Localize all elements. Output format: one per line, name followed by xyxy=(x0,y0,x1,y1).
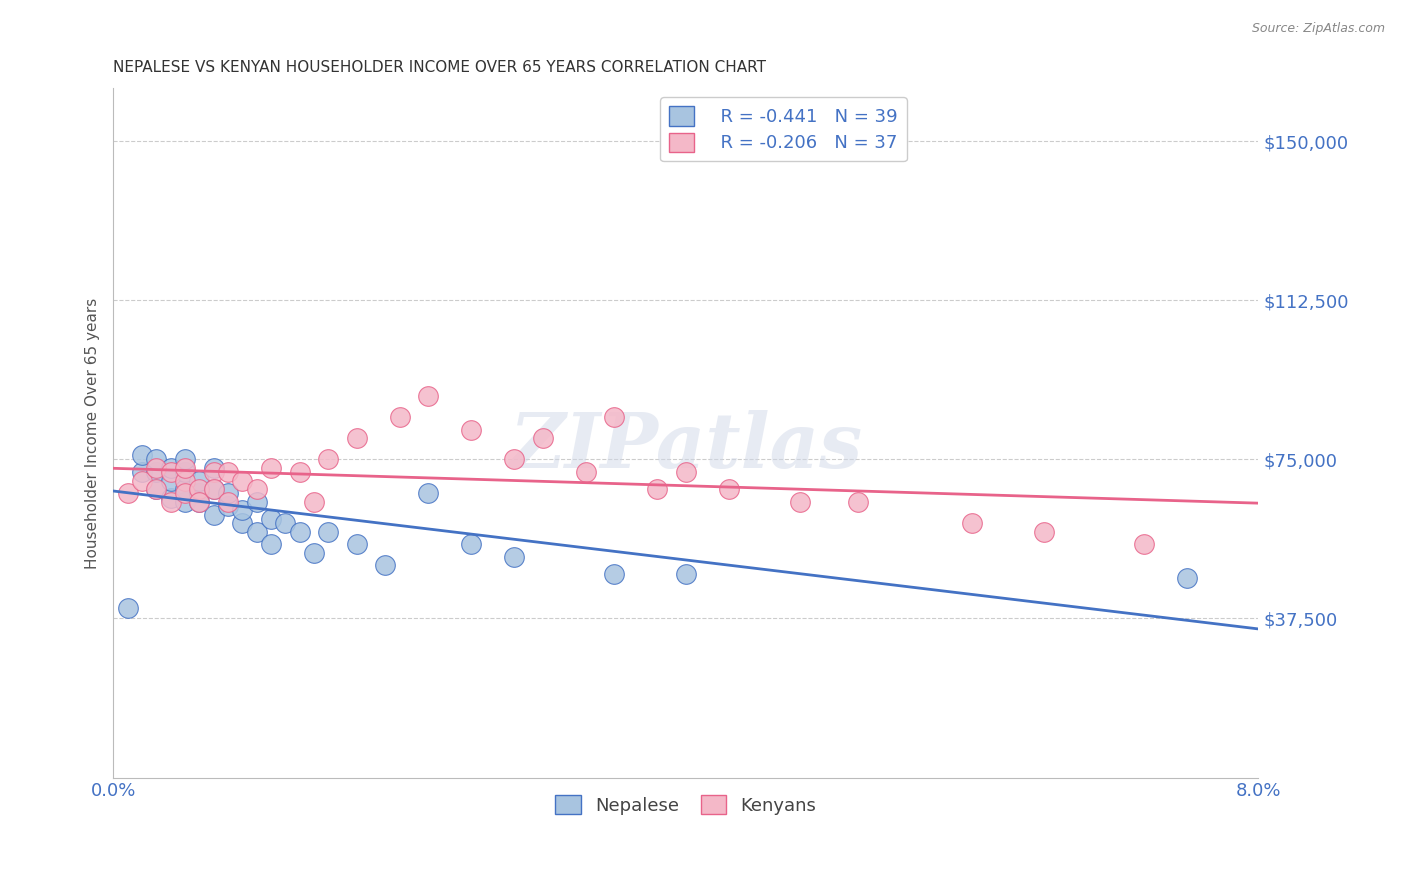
Point xyxy=(388,409,411,424)
Point xyxy=(217,499,239,513)
Point xyxy=(231,503,253,517)
Point xyxy=(302,546,325,560)
Point xyxy=(316,524,339,539)
Point xyxy=(202,482,225,496)
Point xyxy=(960,516,983,530)
Point xyxy=(188,474,211,488)
Point xyxy=(531,431,554,445)
Point xyxy=(460,537,482,551)
Point xyxy=(131,465,153,479)
Point xyxy=(418,389,440,403)
Point xyxy=(117,600,139,615)
Point xyxy=(288,465,311,479)
Point xyxy=(145,461,167,475)
Point xyxy=(174,461,197,475)
Point xyxy=(174,486,197,500)
Point xyxy=(145,465,167,479)
Point xyxy=(188,495,211,509)
Point xyxy=(503,549,526,564)
Point xyxy=(503,452,526,467)
Point xyxy=(717,482,740,496)
Point xyxy=(131,474,153,488)
Point xyxy=(159,465,181,479)
Point xyxy=(117,486,139,500)
Point xyxy=(159,491,181,505)
Point xyxy=(647,482,669,496)
Point xyxy=(575,465,598,479)
Point xyxy=(603,566,626,581)
Point xyxy=(302,495,325,509)
Point xyxy=(789,495,811,509)
Point xyxy=(1032,524,1054,539)
Point xyxy=(246,524,269,539)
Point xyxy=(159,474,181,488)
Point xyxy=(460,423,482,437)
Point xyxy=(131,448,153,462)
Point xyxy=(188,486,211,500)
Point xyxy=(675,465,697,479)
Point xyxy=(316,452,339,467)
Text: Source: ZipAtlas.com: Source: ZipAtlas.com xyxy=(1251,22,1385,36)
Point xyxy=(188,482,211,496)
Point xyxy=(346,431,368,445)
Point xyxy=(217,486,239,500)
Point xyxy=(346,537,368,551)
Point xyxy=(159,495,181,509)
Point xyxy=(374,558,396,573)
Point xyxy=(145,482,167,496)
Point xyxy=(159,461,181,475)
Point xyxy=(217,495,239,509)
Point xyxy=(202,482,225,496)
Point xyxy=(1133,537,1156,551)
Point xyxy=(174,482,197,496)
Point xyxy=(174,495,197,509)
Point xyxy=(246,495,269,509)
Text: ZIPatlas: ZIPatlas xyxy=(509,409,862,483)
Point xyxy=(202,461,225,475)
Point xyxy=(174,474,197,488)
Point xyxy=(188,495,211,509)
Legend: Nepalese, Kenyans: Nepalese, Kenyans xyxy=(547,786,825,823)
Point xyxy=(174,452,197,467)
Point xyxy=(246,482,269,496)
Point xyxy=(260,461,283,475)
Point xyxy=(202,508,225,522)
Text: NEPALESE VS KENYAN HOUSEHOLDER INCOME OVER 65 YEARS CORRELATION CHART: NEPALESE VS KENYAN HOUSEHOLDER INCOME OV… xyxy=(114,60,766,75)
Point xyxy=(418,486,440,500)
Point xyxy=(288,524,311,539)
Point xyxy=(260,537,283,551)
Y-axis label: Householder Income Over 65 years: Householder Income Over 65 years xyxy=(86,297,100,568)
Point xyxy=(675,566,697,581)
Point xyxy=(1175,571,1198,585)
Point xyxy=(145,482,167,496)
Point xyxy=(231,516,253,530)
Point xyxy=(145,452,167,467)
Point xyxy=(274,516,297,530)
Point xyxy=(260,512,283,526)
Point xyxy=(174,465,197,479)
Point xyxy=(202,465,225,479)
Point xyxy=(231,474,253,488)
Point xyxy=(603,409,626,424)
Point xyxy=(846,495,869,509)
Point xyxy=(217,465,239,479)
